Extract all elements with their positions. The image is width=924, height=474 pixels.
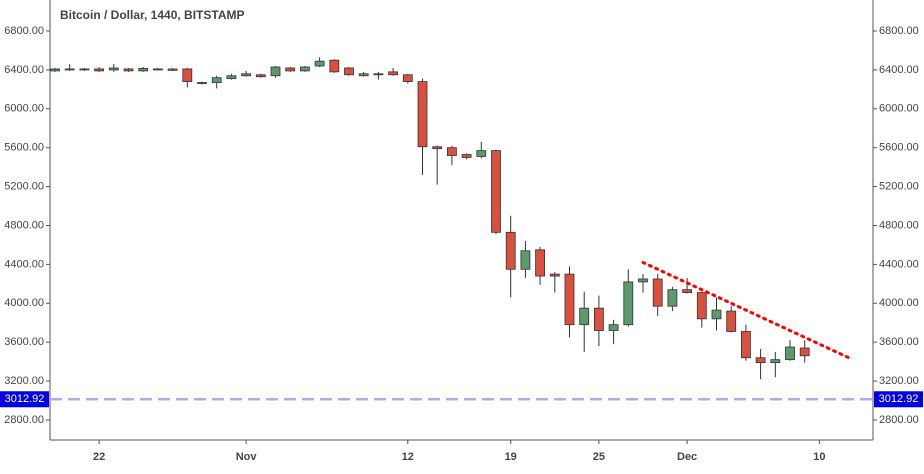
y-tick-label: 4800.00 [4, 219, 44, 231]
candle-body [255, 74, 266, 78]
candle-body [50, 68, 60, 72]
candle-body [623, 281, 634, 326]
y-tick-label: 6400.00 [879, 64, 919, 76]
candle-body [608, 324, 619, 331]
candle-body [799, 347, 810, 357]
candle-body [579, 307, 590, 326]
candle-body [108, 67, 119, 71]
y-tick-label: 6000.00 [879, 103, 919, 115]
candle-body [94, 68, 104, 72]
y-tick-label: 5200.00 [4, 181, 44, 193]
candle-body [667, 289, 678, 307]
candle-body [505, 231, 516, 270]
candle-body [314, 60, 325, 67]
candle-body [373, 73, 384, 76]
y-tick-label: 4800.00 [879, 219, 919, 231]
candle-body [696, 292, 707, 320]
x-tick-label: 10 [813, 451, 825, 463]
y-tick-label: 2800.00 [879, 414, 919, 426]
candle-body [520, 250, 531, 270]
candle-body [535, 249, 545, 277]
candle-body [711, 309, 722, 320]
price-label-box [874, 391, 923, 408]
candle-body [388, 71, 399, 76]
candle-body [211, 77, 222, 83]
candle-body [594, 307, 604, 331]
candle-body [491, 150, 501, 233]
y-tick-label: 3600.00 [879, 336, 919, 348]
candle-body [358, 73, 369, 77]
y-tick-label: 3200.00 [879, 375, 919, 387]
y-tick-label: 2800.00 [4, 414, 44, 426]
y-tick-label: 4400.00 [879, 258, 919, 270]
y-tick-label: 5600.00 [879, 142, 919, 154]
trend-line [641, 260, 851, 360]
candle-body [446, 147, 457, 156]
candle-body [182, 68, 193, 82]
y-tick-label: 3600.00 [4, 336, 44, 348]
chart-title: Bitcoin / Dollar, 1440, BITSTAMP [60, 8, 244, 22]
candle-body [549, 273, 560, 277]
y-tick-label: 6800.00 [4, 25, 44, 37]
x-tick-label: 22 [93, 451, 105, 463]
candle-body [167, 68, 178, 71]
candle-body [785, 346, 795, 361]
y-tick-label: 4000.00 [4, 297, 44, 309]
candle-body [285, 67, 296, 72]
y-tick-label: 3200.00 [4, 375, 44, 387]
x-tick-label: 19 [505, 451, 517, 463]
y-tick-label: 6800.00 [879, 25, 919, 37]
y-tick-label: 6000.00 [4, 103, 44, 115]
y-tick-label: 6400.00 [4, 64, 44, 76]
y-tick-label: 5200.00 [879, 181, 919, 193]
y-tick-label: 5600.00 [4, 142, 44, 154]
candle-body [152, 68, 163, 71]
candle-body [197, 82, 207, 84]
candle-body [402, 74, 413, 82]
candle-body [476, 150, 487, 157]
candle-body [755, 357, 766, 363]
x-tick-label: Dec [677, 451, 697, 463]
candle-body [417, 81, 428, 148]
candle-body [241, 73, 252, 77]
candle-body [432, 146, 443, 150]
candle-body [652, 278, 663, 307]
price-label: 3012.92 [879, 393, 919, 405]
candle-body [741, 331, 751, 359]
candle-body [726, 310, 737, 332]
candle-body [329, 59, 340, 73]
candle-body [138, 68, 149, 72]
candle-body [344, 67, 354, 76]
x-tick-label: 25 [593, 451, 605, 463]
x-tick-label: Nov [236, 451, 258, 463]
candle-body [770, 359, 781, 363]
y-tick-label: 4000.00 [879, 297, 919, 309]
candle-body [638, 278, 648, 283]
x-tick-label: 12 [402, 451, 414, 463]
candle-body [64, 68, 75, 71]
candle-body [270, 66, 281, 77]
price-label: 3012.92 [5, 393, 45, 405]
price-label-box [0, 391, 49, 408]
candle-body [461, 154, 472, 158]
candle-body [299, 66, 310, 72]
candle-body [682, 289, 692, 293]
candle-body [564, 273, 575, 326]
candle-body [79, 68, 90, 71]
candle-body [226, 75, 237, 80]
y-tick-label: 4400.00 [4, 258, 44, 270]
candle-body [123, 68, 134, 72]
